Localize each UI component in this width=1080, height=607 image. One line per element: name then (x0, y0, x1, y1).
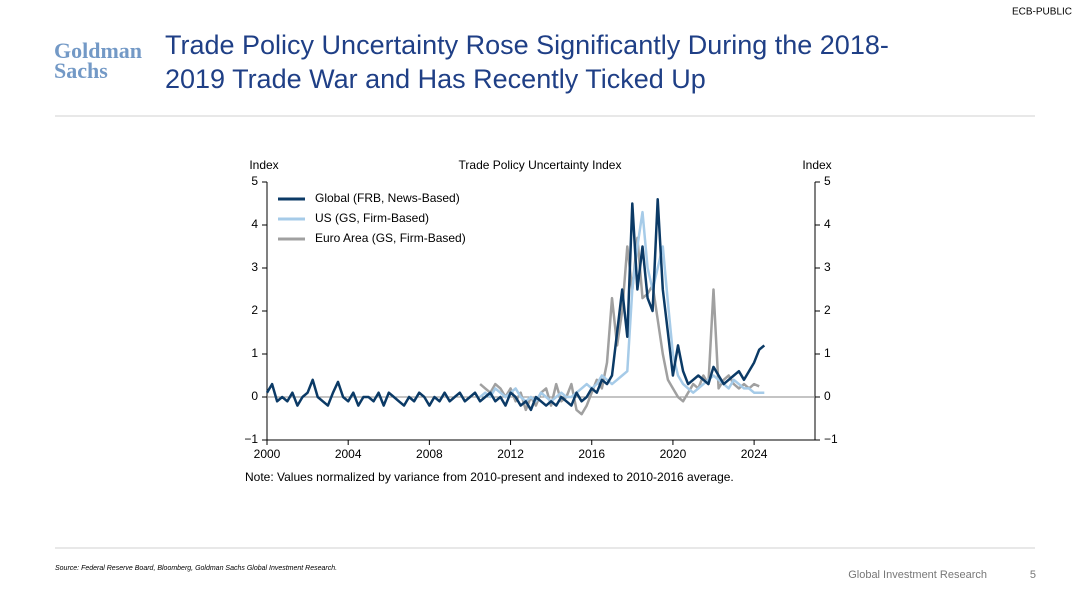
source: Source: Federal Reserve Board, Bloomberg… (55, 565, 337, 572)
y-tick-label: 0 (251, 389, 258, 403)
x-tick-label: 2024 (741, 447, 768, 461)
y-tick-label: 5 (251, 174, 258, 188)
logo: Sachs (54, 58, 108, 83)
y2-tick-label: −1 (824, 432, 838, 446)
logo: Goldman (54, 38, 142, 63)
chart: Trade Policy Uncertainty Index Index Ind… (244, 158, 838, 461)
y2-tick-label: 4 (824, 217, 831, 231)
slide-title: Trade Policy Uncertainty Rose Significan… (165, 30, 889, 60)
y-axis-label: Index (249, 158, 278, 172)
slide-title: 2019 Trade War and Has Recently Ticked U… (165, 64, 706, 94)
x-tick-label: 2000 (254, 447, 281, 461)
series-line (479, 210, 765, 403)
y-tick-label: 2 (251, 303, 258, 317)
legend-label: US (GS, Firm-Based) (315, 211, 429, 225)
note: Note: Values normalized by variance from… (245, 470, 734, 484)
series-line (265, 197, 766, 412)
y-tick-label: 1 (251, 346, 258, 360)
y2-axis-label: Index (802, 158, 831, 172)
y2-tick-label: 2 (824, 303, 831, 317)
footer: Global Investment Research (848, 569, 987, 581)
y-tick-label: 3 (251, 260, 258, 274)
legend-label: Global (FRB, News-Based) (315, 191, 460, 205)
y-tick-label: −1 (244, 432, 258, 446)
legend-label: Euro Area (GS, Firm-Based) (315, 231, 466, 245)
y-tick-label: 4 (251, 217, 258, 231)
y2-tick-label: 1 (824, 346, 831, 360)
badge: ECB-PUBLIC (1012, 7, 1072, 18)
x-tick-label: 2012 (497, 447, 524, 461)
series-line (479, 236, 760, 416)
y2-tick-label: 0 (824, 389, 831, 403)
y2-tick-label: 5 (824, 174, 831, 188)
x-tick-label: 2016 (578, 447, 605, 461)
chart-title: Trade Policy Uncertainty Index (459, 158, 622, 172)
x-tick-label: 2008 (416, 447, 443, 461)
x-tick-label: 2020 (660, 447, 687, 461)
page-number: 5 (1030, 569, 1036, 581)
x-tick-label: 2004 (335, 447, 362, 461)
y2-tick-label: 3 (824, 260, 831, 274)
